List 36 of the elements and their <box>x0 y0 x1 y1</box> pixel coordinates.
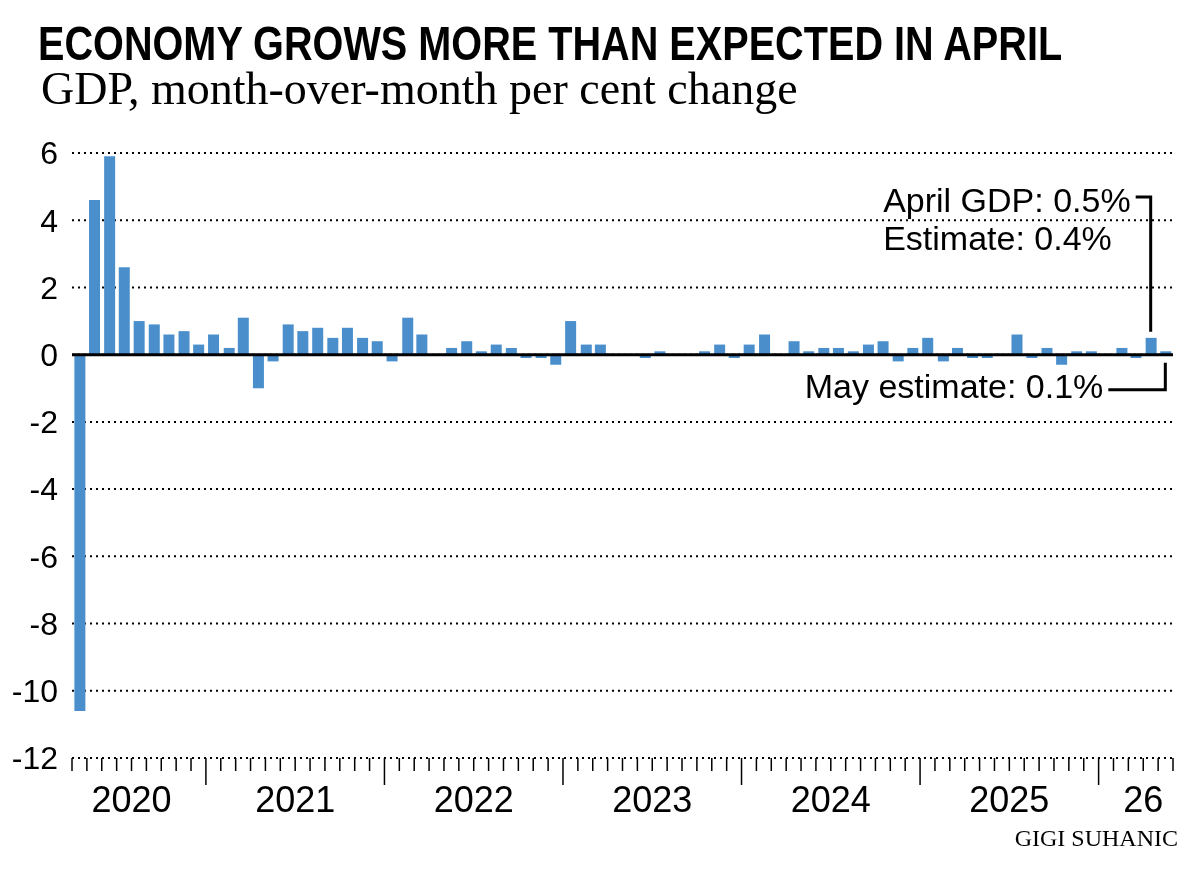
y-tick-label: 4 <box>40 202 58 239</box>
bar <box>565 321 577 355</box>
y-tick-label: -8 <box>29 605 58 642</box>
x-tick-label: 2023 <box>612 779 693 820</box>
x-tick-label: 26 <box>1123 779 1164 820</box>
y-tick-label: 0 <box>40 337 58 374</box>
bar <box>178 331 190 355</box>
y-tick-label: 6 <box>40 135 58 172</box>
bar <box>118 267 130 355</box>
annotation: Estimate: 0.4% <box>883 219 1113 257</box>
x-tick-label: 2020 <box>91 779 172 820</box>
y-tick-label: -4 <box>29 471 58 508</box>
bar <box>297 331 309 355</box>
bar <box>133 321 145 355</box>
y-tick-label: -6 <box>29 538 58 575</box>
x-tick-label: 2025 <box>969 779 1050 820</box>
y-tick-label: 2 <box>40 269 58 306</box>
bar <box>148 324 160 355</box>
x-tick-label: 2021 <box>255 779 336 820</box>
x-tick-label: 2022 <box>433 779 514 820</box>
bar <box>312 327 324 355</box>
y-tick-label: -2 <box>29 404 58 441</box>
bar <box>252 354 264 389</box>
bar <box>237 317 249 355</box>
text: GIGI SUHANIC <box>1014 825 1178 851</box>
bar <box>89 200 101 355</box>
y-tick-label: -10 <box>11 673 58 710</box>
x-tick-label: 2024 <box>790 779 871 820</box>
bar <box>341 327 353 355</box>
bar <box>402 317 414 355</box>
annotation: May estimate: 0.1% <box>804 366 1104 405</box>
bar <box>104 156 116 355</box>
y-tick-label: -12 <box>11 740 58 777</box>
bar <box>282 324 294 355</box>
bar <box>74 354 86 711</box>
annotation: April GDP: 0.5% <box>883 181 1131 219</box>
